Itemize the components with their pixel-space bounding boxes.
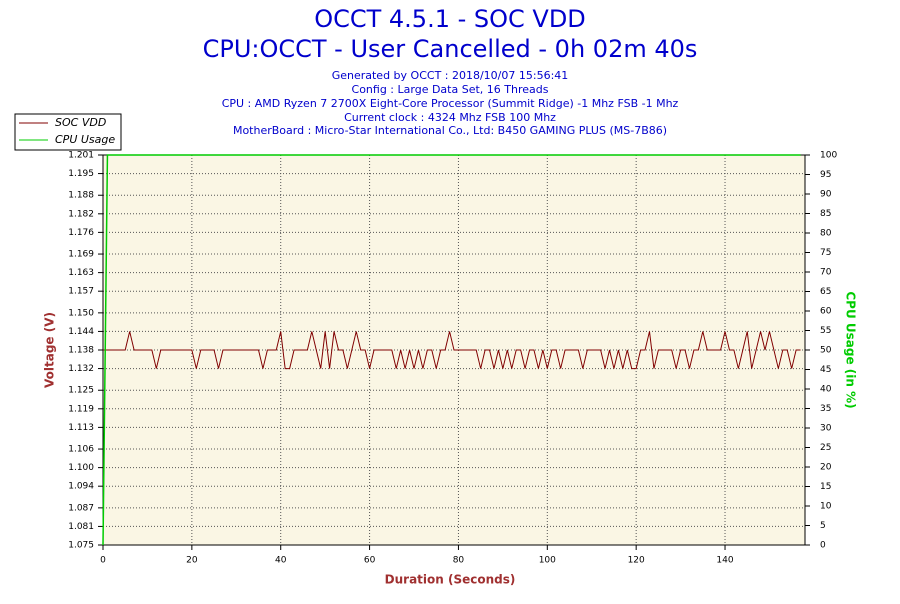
y-tick-label: 1.201	[68, 151, 94, 161]
chart-subtitle: CPU:OCCT - User Cancelled - 0h 02m 40s	[203, 35, 698, 63]
y-tick-label: 1.113	[68, 423, 94, 433]
info-line: Config : Large Data Set, 16 Threads	[352, 83, 549, 96]
y-tick-label: 1.075	[68, 541, 94, 551]
series-line	[103, 331, 801, 370]
y-tick-label: 1.157	[68, 287, 94, 297]
y-tick-label: 1.125	[68, 386, 94, 396]
x-tick-label: 60	[364, 556, 376, 566]
x-tick-label: 100	[539, 556, 556, 566]
y2-tick-label: 35	[820, 404, 831, 414]
y-tick-label: 1.182	[68, 209, 94, 219]
y-tick-label: 1.119	[68, 404, 94, 414]
y2-tick-label: 100	[820, 151, 837, 161]
y-tick-label: 1.169	[68, 250, 94, 260]
x-tick-label: 120	[628, 556, 645, 566]
legend-label: SOC VDD	[55, 116, 106, 129]
y-tick-label: 1.188	[68, 191, 94, 201]
y2-tick-label: 65	[820, 287, 831, 297]
y2-tick-label: 30	[820, 424, 832, 434]
y2-tick-label: 20	[820, 463, 832, 473]
y-tick-label: 1.144	[68, 327, 94, 337]
y-axis-label: Voltage (V)	[43, 312, 57, 388]
x-tick-label: 40	[275, 556, 287, 566]
y2-tick-label: 15	[820, 482, 831, 492]
info-line: MotherBoard : Micro-Star International C…	[233, 124, 667, 137]
y2-axis-label: CPU Usage (in %)	[844, 291, 858, 408]
y2-tick-label: 0	[820, 541, 826, 551]
y2-tick-label: 80	[820, 229, 832, 239]
y2-tick-label: 60	[820, 307, 832, 317]
y-tick-label: 1.087	[68, 503, 94, 513]
y2-tick-label: 10	[820, 502, 832, 512]
chart-title: OCCT 4.5.1 - SOC VDD	[314, 5, 586, 33]
legend-label: CPU Usage	[55, 133, 115, 146]
y2-tick-label: 50	[820, 346, 832, 356]
y-tick-label: 1.150	[68, 308, 94, 318]
y2-tick-label: 85	[820, 209, 831, 219]
x-tick-label: 80	[453, 556, 465, 566]
y2-tick-label: 55	[820, 326, 831, 336]
y2-tick-label: 25	[820, 443, 831, 453]
y2-tick-label: 95	[820, 170, 831, 180]
x-tick-label: 0	[100, 556, 106, 566]
y-tick-label: 1.094	[68, 482, 94, 492]
y-tick-label: 1.138	[68, 346, 94, 356]
x-axis-label: Duration (Seconds)	[385, 573, 516, 587]
y-tick-label: 1.195	[68, 169, 94, 179]
info-line: Current clock : 4324 Mhz FSB 100 Mhz	[344, 111, 556, 124]
y-tick-label: 1.176	[68, 228, 94, 238]
info-line: CPU : AMD Ryzen 7 2700X Eight-Core Proce…	[222, 97, 679, 110]
y-tick-label: 1.132	[68, 364, 94, 374]
series-line	[102, 154, 801, 546]
y2-tick-label: 90	[820, 190, 832, 200]
legend-box	[14, 113, 122, 151]
y-tick-label: 1.081	[68, 522, 94, 532]
x-tick-label: 20	[186, 556, 198, 566]
y-tick-label: 1.106	[68, 445, 94, 455]
y2-tick-label: 70	[820, 268, 832, 278]
x-tick-label: 140	[716, 556, 733, 566]
y2-tick-label: 40	[820, 385, 832, 395]
y2-tick-label: 45	[820, 365, 831, 375]
y2-tick-label: 5	[820, 521, 826, 531]
info-line: Generated by OCCT : 2018/10/07 15:56:41	[332, 69, 569, 82]
y-tick-label: 1.163	[68, 268, 94, 278]
y-tick-label: 1.100	[68, 463, 94, 473]
y2-tick-label: 75	[820, 248, 831, 258]
